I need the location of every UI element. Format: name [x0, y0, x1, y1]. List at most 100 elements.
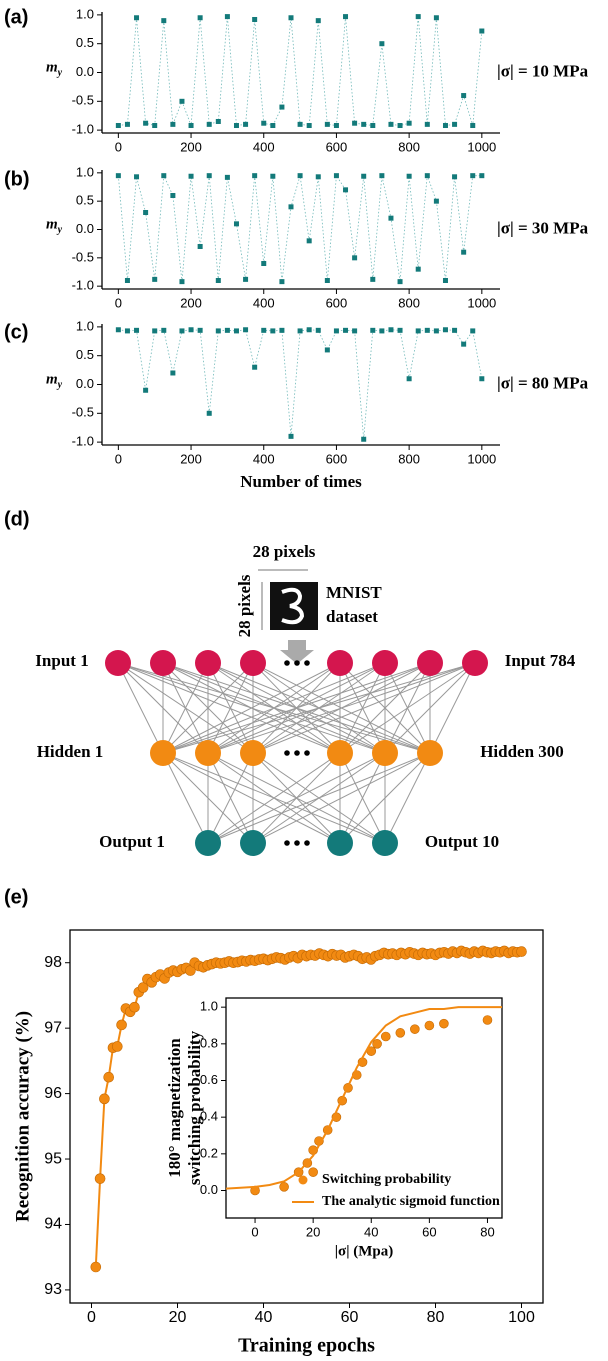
y-axis-label: Recognition accuracy (%): [12, 1011, 33, 1222]
point: [189, 123, 194, 128]
point: [225, 14, 230, 19]
ellipsis-dot: [294, 840, 300, 846]
point: [407, 174, 412, 179]
ellipsis-dot: [294, 660, 300, 666]
panel-label: (a): [4, 6, 28, 28]
point: [189, 174, 194, 179]
point: [398, 279, 403, 284]
point: [289, 434, 294, 439]
point: [252, 17, 257, 22]
point: [416, 267, 421, 272]
point: [179, 279, 184, 284]
point: [316, 174, 321, 179]
point: [161, 328, 166, 333]
annotation: |σ| = 10 MPa: [497, 61, 589, 80]
point: [289, 204, 294, 209]
point: [243, 277, 248, 282]
edge: [163, 753, 340, 843]
y-axis-label: 180° magnetization: [165, 1038, 184, 1178]
point: [189, 327, 194, 332]
y-axis-label-base: m: [46, 60, 58, 76]
point: [225, 175, 230, 180]
y-axis-label: my: [46, 217, 63, 236]
page: {"chart_data": [ {"type": "scatter", "pa…: [0, 0, 608, 1361]
point: [388, 122, 393, 127]
point: [479, 173, 484, 178]
point: [225, 328, 230, 333]
point: [370, 123, 375, 128]
point: [370, 277, 375, 282]
point: [116, 327, 121, 332]
edge: [118, 663, 340, 753]
node: [327, 650, 353, 676]
y-axis-label-base: m: [46, 372, 58, 388]
y-tick-label: 94: [44, 1216, 62, 1233]
point: [443, 327, 448, 332]
point: [198, 328, 203, 333]
node: [417, 740, 443, 766]
y-tick-label: 0.0: [76, 376, 94, 391]
point: [410, 1025, 419, 1034]
ellipsis-dot: [284, 840, 290, 846]
ellipsis-dot: [304, 840, 310, 846]
point: [134, 328, 139, 333]
dataset-label: dataset: [326, 607, 378, 626]
ellipsis-dot: [304, 750, 310, 756]
y-tick-label: -0.5: [72, 249, 94, 264]
x-tick-label: 200: [180, 451, 202, 466]
point: [352, 121, 357, 126]
x-tick-label: 1000: [467, 295, 496, 310]
y-tick-label: -0.5: [72, 405, 94, 420]
x-tick-label: 600: [326, 295, 348, 310]
y-axis-label: switching probability: [185, 1030, 204, 1185]
y-tick-label: -1.0: [72, 122, 94, 137]
point: [334, 328, 339, 333]
node: [240, 830, 266, 856]
x-tick-label: 80: [427, 1309, 445, 1326]
node: [240, 740, 266, 766]
point: [125, 328, 130, 333]
point: [461, 93, 466, 98]
point: [280, 1182, 289, 1191]
node: [327, 830, 353, 856]
y-tick-label: 97: [44, 1019, 62, 1036]
point: [117, 1020, 127, 1030]
point: [434, 15, 439, 20]
node: [195, 830, 221, 856]
node: [195, 740, 221, 766]
point: [379, 328, 384, 333]
point: [279, 105, 284, 110]
point: [307, 238, 312, 243]
point: [325, 122, 330, 127]
point: [452, 328, 457, 333]
point: [130, 1002, 140, 1012]
legend-label: The analytic sigmoid function: [322, 1194, 500, 1209]
y-axis-label-sub: y: [57, 225, 63, 236]
y-tick-label: 1.0: [76, 164, 94, 179]
edge: [253, 753, 430, 843]
point: [104, 1072, 114, 1082]
point: [143, 388, 148, 393]
edge: [163, 663, 475, 753]
point: [134, 15, 139, 20]
y-tick-label: 0.0: [76, 64, 94, 79]
point: [352, 255, 357, 260]
point: [270, 174, 275, 179]
point: [234, 221, 239, 226]
point: [443, 278, 448, 283]
point: [152, 277, 157, 282]
x-tick-label: 800: [398, 451, 420, 466]
point: [207, 122, 212, 127]
point: [352, 328, 357, 333]
x-tick-label: 400: [253, 139, 275, 154]
y-axis-label-sub: y: [57, 380, 63, 391]
x-tick-label: 60: [341, 1309, 359, 1326]
edge: [163, 753, 208, 843]
point: [279, 328, 284, 333]
node: [372, 650, 398, 676]
y-tick-label: 1.0: [200, 999, 218, 1014]
y-tick-label: 95: [44, 1150, 62, 1167]
x-axis-label: |σ| (Mpa): [335, 1243, 394, 1259]
point: [398, 123, 403, 128]
point: [216, 278, 221, 283]
